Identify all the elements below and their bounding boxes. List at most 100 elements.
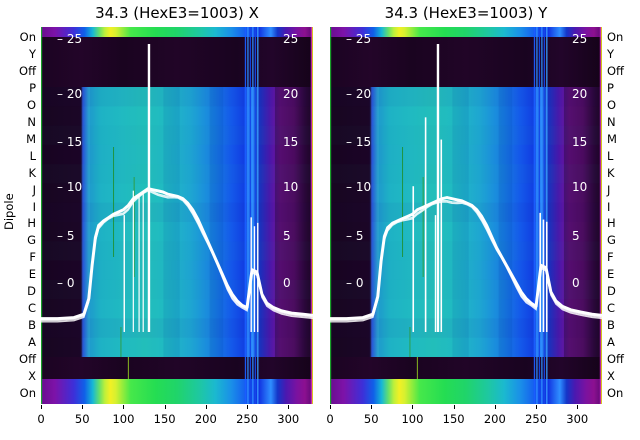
left-tick-label: Off [19, 63, 36, 78]
x-tick-mark [164, 405, 166, 409]
inner-tick-label: – 0 [57, 276, 75, 290]
inner-tick-label: – 5 [346, 229, 364, 243]
right-tick-label: E [607, 267, 615, 282]
left-tick-label: B [28, 318, 36, 333]
x-tick-label: 150 [442, 412, 465, 426]
right-tick-label: Off [607, 352, 624, 367]
right-tick-label: M [607, 131, 617, 146]
x-tick-mark [330, 405, 331, 409]
right-tick-label: B [607, 318, 615, 333]
inner-tick-label: 15 [283, 135, 299, 149]
inner-tick-label: 0 [283, 276, 291, 290]
x-tick-label: 100 [112, 412, 135, 426]
x-tick-label: 250 [236, 412, 259, 426]
right-tick-label: On [607, 30, 624, 44]
right-tick-label: G [607, 233, 616, 248]
right-tick-label: A [607, 335, 615, 350]
right-tick-label: N [607, 114, 616, 129]
inner-tick-label: 10 [283, 180, 299, 194]
inner-tick-label: 5 [572, 229, 580, 243]
left-tick-label: On [19, 386, 36, 400]
inner-tick-label: – 0 [346, 276, 364, 290]
left-tick-label: O [26, 97, 36, 112]
x-tick-mark [371, 405, 373, 409]
inner-tick-label: 25 [283, 32, 299, 46]
inner-tick-label: 0 [572, 276, 580, 290]
right-tick-label: P [607, 80, 614, 95]
right-tick-label: Y [607, 46, 615, 61]
x-tick-mark [577, 405, 579, 409]
x-tick-mark [412, 405, 414, 409]
left-tick-label: L [29, 148, 36, 163]
left-tick-label: F [29, 250, 36, 265]
inner-tick-label: 10 [572, 180, 588, 194]
left-tick-label: J [32, 182, 36, 197]
x-tick-mark [82, 405, 84, 409]
x-tick-label: 300 [277, 412, 300, 426]
left-tick-label: X [28, 369, 36, 384]
inner-tick-label: – 25 [57, 32, 83, 46]
x-tick-label: 250 [525, 412, 548, 426]
heatmap-panel-x[interactable] [41, 27, 313, 404]
x-tick-mark [123, 405, 125, 409]
x-tick-label: 0 [326, 412, 334, 426]
right-tick-label: D [607, 284, 616, 299]
left-tick-label: E [28, 267, 36, 282]
x-tick-mark [247, 405, 249, 409]
left-tick-label: Y [28, 46, 36, 61]
right-tick-label: F [607, 250, 614, 265]
x-tick-label: 150 [153, 412, 176, 426]
x-tick-mark [536, 405, 538, 409]
x-tick-label: 100 [401, 412, 424, 426]
x-tick-label: 300 [566, 412, 589, 426]
x-tick-mark [453, 405, 455, 409]
inner-tick-label: – 5 [57, 229, 75, 243]
x-tick-mark [41, 405, 42, 409]
inner-tick-label: – 10 [346, 180, 372, 194]
inner-tick-label: – 15 [57, 135, 83, 149]
x-tick-label: 0 [37, 412, 45, 426]
right-tick-label: J [607, 182, 611, 197]
left-tick-label: A [28, 335, 36, 350]
heatmap-panel-y[interactable] [330, 27, 602, 404]
right-tick-label: H [607, 216, 616, 231]
right-tick-label: O [607, 97, 617, 112]
x-tick-mark [288, 405, 290, 409]
left-tick-label: I [32, 199, 36, 214]
inner-tick-label: – 20 [346, 87, 372, 101]
right-tick-label: C [607, 301, 616, 316]
left-tick-label: N [27, 114, 36, 129]
left-tick-label: D [27, 284, 36, 299]
right-tick-label: On [607, 386, 624, 400]
inner-tick-label: 15 [572, 135, 588, 149]
panel-y-title: 34.3 (HexE3=1003) Y [384, 4, 548, 22]
inner-tick-label: 20 [572, 87, 588, 101]
panel-x-title: 34.3 (HexE3=1003) X [95, 4, 259, 22]
right-tick-label: K [607, 165, 615, 180]
right-tick-label: X [607, 369, 615, 384]
right-tick-label: I [607, 199, 611, 214]
left-tick-label: K [28, 165, 36, 180]
x-tick-label: 200 [194, 412, 217, 426]
x-tick-mark [205, 405, 207, 409]
left-tick-label: H [27, 216, 36, 231]
left-tick-label: On [19, 30, 36, 44]
left-tick-label: M [26, 131, 36, 146]
inner-tick-label: 5 [283, 229, 291, 243]
inner-tick-label: – 15 [346, 135, 372, 149]
right-tick-label: L [607, 148, 614, 163]
left-tick-label: Off [19, 352, 36, 367]
inner-tick-label: 20 [283, 87, 299, 101]
right-tick-label: Off [607, 63, 624, 78]
panel-y-plot[interactable] [330, 27, 602, 404]
inner-tick-label: – 20 [57, 87, 83, 101]
panel-x-plot[interactable] [41, 27, 313, 404]
x-tick-label: 200 [483, 412, 506, 426]
left-tick-label: G [27, 233, 36, 248]
inner-tick-label: – 10 [57, 180, 83, 194]
inner-tick-label: – 25 [346, 32, 372, 46]
inner-tick-label: 25 [572, 32, 588, 46]
x-tick-mark [494, 405, 496, 409]
left-tick-label: C [27, 301, 36, 316]
